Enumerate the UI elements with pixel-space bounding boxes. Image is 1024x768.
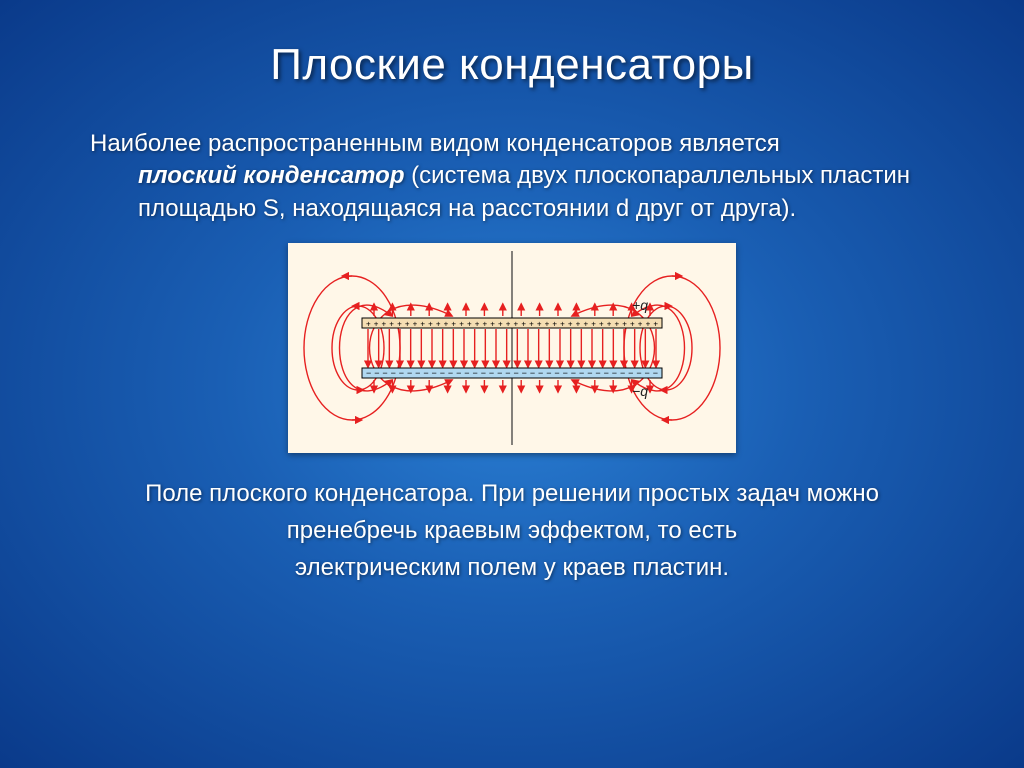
- slide-title: Плоские конденсаторы: [80, 40, 944, 90]
- intro-pre: Наиболее распространенным видом конденса…: [90, 130, 780, 157]
- caption-line-3: электрическим полем у краев пластин.: [100, 551, 924, 586]
- caption-block: Поле плоского конденсатора. При решении …: [80, 477, 944, 585]
- svg-text:−q: −q: [632, 383, 648, 399]
- diagram-svg: ++++++++++++++++++++++++++++++++++++++−−…: [288, 243, 736, 453]
- intro-bold-term: плоский конденсатор: [138, 162, 404, 189]
- intro-paragraph: Наиболее распространенным видом конденса…: [80, 128, 944, 225]
- caption-line-2: пренебречь краевым эффектом, то есть: [100, 514, 924, 549]
- caption-line-1: Поле плоского конденсатора. При решении …: [100, 477, 924, 512]
- slide: Плоские конденсаторы Наиболее распростра…: [0, 0, 1024, 768]
- capacitor-field-diagram: ++++++++++++++++++++++++++++++++++++++−−…: [288, 243, 736, 453]
- svg-text:+q: +q: [632, 297, 648, 313]
